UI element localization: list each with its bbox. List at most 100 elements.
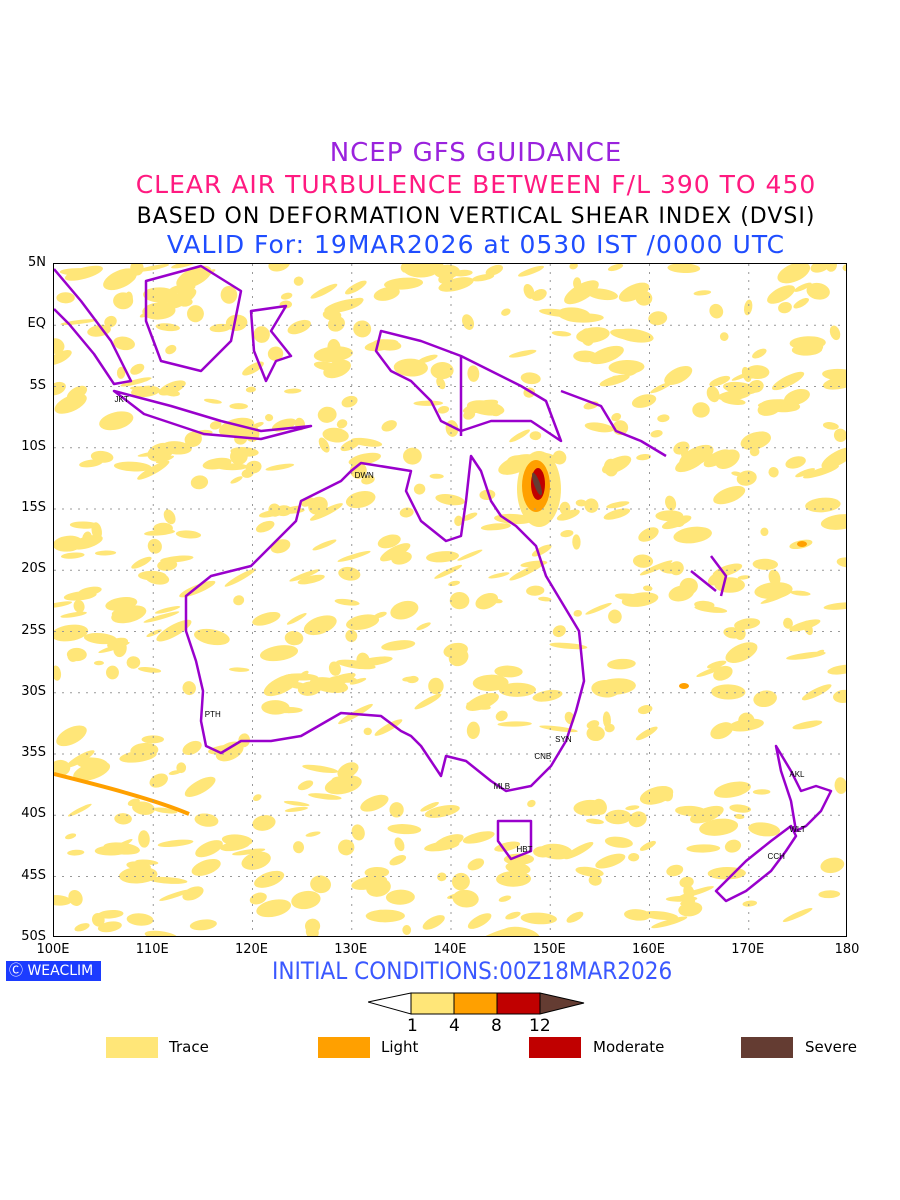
trace-patch xyxy=(261,700,290,715)
trace-patch xyxy=(480,523,511,531)
severe-patch xyxy=(532,472,542,496)
trace-patch xyxy=(399,507,414,518)
trace-patch xyxy=(336,419,348,429)
trace-patch xyxy=(680,899,696,906)
tasmania-coast xyxy=(496,819,533,861)
trace-patch xyxy=(467,365,480,382)
trace-patch xyxy=(806,282,830,300)
trace-patch xyxy=(402,676,417,682)
lat-label: 35S xyxy=(21,745,46,760)
legend-swatch-light xyxy=(318,1037,370,1058)
trace-patch xyxy=(660,786,673,802)
trace-patch xyxy=(742,900,758,907)
city-label: DWN xyxy=(354,471,374,481)
trace-patch xyxy=(606,501,630,509)
trace-patch xyxy=(334,598,360,606)
trace-patch xyxy=(430,361,454,380)
trace-patch xyxy=(520,372,541,385)
trace-patch xyxy=(68,889,83,906)
trace-patch xyxy=(657,414,670,423)
trace-patch xyxy=(111,608,122,616)
trace-patch xyxy=(300,670,309,677)
trace-patch xyxy=(144,930,178,936)
trace-patch xyxy=(389,854,407,866)
valid-time: VALID For: 19MAR2026 at 0530 IST /0000 U… xyxy=(166,230,786,259)
colorbar-light xyxy=(453,992,498,1015)
trace-patch xyxy=(452,889,479,908)
trace-patch xyxy=(345,280,367,295)
trace-patch xyxy=(209,323,231,333)
trace-patch xyxy=(113,461,152,472)
trace-patch xyxy=(245,386,256,393)
trace-patch xyxy=(153,522,173,535)
legend-label-light: Light xyxy=(381,1038,419,1056)
trace-patch xyxy=(451,872,470,891)
trace-patch xyxy=(324,298,363,314)
trace-patch xyxy=(509,562,544,581)
weaclim-logo: Ⓒ WEACLIM xyxy=(6,961,101,981)
trace-patch xyxy=(104,315,117,328)
trace-patch xyxy=(679,444,714,468)
trace-patch xyxy=(673,526,712,544)
trace-patch xyxy=(131,556,152,569)
trace-patch xyxy=(187,305,204,323)
trace-patch xyxy=(384,277,424,290)
trace-patch xyxy=(505,911,521,920)
trace-patch xyxy=(724,839,742,853)
trace-patch xyxy=(836,557,846,568)
trace-patch xyxy=(457,549,483,561)
trace-patch xyxy=(527,799,536,808)
trace-patch xyxy=(283,800,310,807)
trace-patch xyxy=(328,661,341,676)
trace-patch xyxy=(790,590,811,596)
trace-patch xyxy=(377,534,401,549)
trace-patch xyxy=(402,925,412,935)
trace-patch xyxy=(149,773,168,788)
trace-patch xyxy=(586,725,605,742)
trace-patch xyxy=(317,406,337,423)
lat-label: 10S xyxy=(21,438,46,454)
trace-patch xyxy=(256,899,292,918)
trace-patch xyxy=(539,308,578,318)
trace-patch xyxy=(241,468,254,478)
trace-patch xyxy=(113,336,135,351)
trace-patch xyxy=(163,509,176,525)
trace-patch xyxy=(497,721,532,727)
trace-patch xyxy=(680,449,691,462)
trace-patch xyxy=(801,684,832,701)
trace-patch xyxy=(631,394,657,408)
trace-patch xyxy=(523,283,535,299)
trace-patch xyxy=(73,761,111,781)
trace-patch xyxy=(454,515,463,527)
colorbar-moderate xyxy=(496,992,541,1015)
trace-patch xyxy=(805,497,841,513)
trace-patch xyxy=(194,813,219,827)
trace-patch xyxy=(289,569,320,582)
trace-patch xyxy=(312,539,337,551)
trace-patch xyxy=(449,591,470,610)
trace-patch xyxy=(159,889,191,901)
trace-patch xyxy=(437,872,447,882)
trace-patch xyxy=(114,813,132,825)
trace-patch xyxy=(526,585,545,596)
legend-label-severe: Severe xyxy=(805,1038,857,1056)
trace-patch xyxy=(784,388,810,406)
trace-patch xyxy=(639,560,673,576)
trace-patch xyxy=(628,811,647,828)
lat-label: 25S xyxy=(21,622,46,638)
trace-patch xyxy=(220,285,238,304)
trace-patch xyxy=(54,601,73,609)
trace-patch xyxy=(829,325,841,341)
trace-patch xyxy=(443,642,468,659)
trace-patch xyxy=(471,273,495,282)
turbulence-areas xyxy=(54,264,846,936)
trace-patch xyxy=(624,909,651,921)
trace-patch xyxy=(531,289,547,301)
trace-patch xyxy=(573,350,598,363)
trace-patch xyxy=(428,677,444,695)
legend-swatch-moderate xyxy=(529,1037,581,1058)
city-label: PTH xyxy=(204,710,221,720)
trace-patch xyxy=(93,660,104,666)
trace-patch xyxy=(158,301,171,312)
trace-patch xyxy=(465,692,499,711)
